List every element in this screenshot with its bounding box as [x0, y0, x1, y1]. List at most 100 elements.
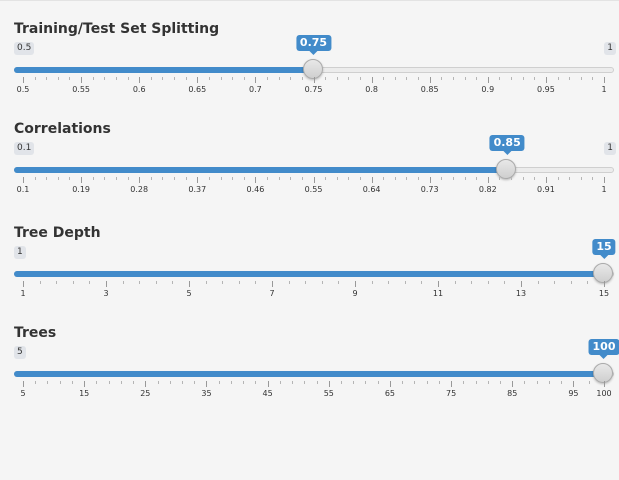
tick-label: 0.46 [246, 185, 265, 194]
minor-tick-mark [162, 177, 164, 180]
slider-fill-bar [14, 67, 314, 73]
minor-tick-mark [267, 177, 269, 180]
tick-mark [371, 177, 373, 183]
minor-tick-mark [150, 77, 152, 80]
minor-tick-mark [35, 381, 37, 384]
min-label: 5 [14, 346, 26, 359]
tick-label: 25 [140, 389, 151, 398]
minor-tick-mark [569, 77, 571, 80]
minor-tick-mark [359, 177, 361, 180]
minor-tick-mark [592, 177, 594, 180]
slider-handle[interactable] [593, 263, 613, 283]
minor-tick-mark [404, 281, 406, 284]
minor-tick-mark [511, 77, 513, 80]
tick-mark [106, 281, 107, 287]
tick-mark [23, 77, 24, 83]
minor-tick-mark [278, 77, 280, 80]
minor-tick-mark [46, 77, 48, 80]
minor-tick-mark [238, 281, 240, 284]
tick-mark [512, 381, 514, 387]
tick-mark [328, 381, 330, 387]
minor-tick-mark [232, 177, 234, 180]
minor-tick-mark [172, 281, 174, 284]
minor-tick-mark [290, 177, 292, 180]
tick-mark [371, 77, 373, 83]
max-label: 1 [604, 42, 616, 55]
minor-tick-mark [104, 77, 106, 80]
slider-fill-bar [14, 167, 508, 173]
slider-handle[interactable] [496, 159, 517, 179]
minor-tick-mark [122, 281, 124, 284]
tick-mark [573, 381, 575, 387]
minor-tick-mark [174, 177, 176, 180]
minor-tick-mark [476, 177, 478, 180]
minor-tick-mark [522, 177, 524, 180]
minor-tick-mark [441, 77, 443, 80]
max-label: 1 [604, 142, 616, 155]
slider-handle[interactable] [302, 59, 323, 79]
tick-mark [487, 77, 489, 83]
tick-mark [545, 177, 547, 183]
minor-tick-mark [471, 281, 473, 284]
tick-label: 0.65 [188, 85, 207, 94]
minor-tick-mark [185, 177, 187, 180]
minor-tick-mark [57, 77, 59, 80]
tick-mark [429, 177, 431, 183]
minor-tick-mark [321, 281, 323, 284]
minor-tick-mark [104, 177, 106, 180]
minor-tick-mark [377, 381, 379, 384]
minor-tick-mark [230, 381, 232, 384]
tick-label: 15 [79, 389, 90, 398]
minor-tick-mark [316, 381, 318, 384]
minor-tick-mark [34, 77, 36, 80]
minor-tick-mark [108, 381, 110, 384]
tick-mark [23, 381, 24, 387]
tick-mark [206, 381, 208, 387]
minor-tick-mark [534, 177, 536, 180]
minor-tick-mark [365, 381, 367, 384]
minor-tick-mark [194, 381, 196, 384]
tick-scale: 5 15 25 35 45 55 65 75 85 95 100 [0, 381, 619, 405]
minor-tick-mark [418, 77, 420, 80]
tick-label: 0.8 [365, 85, 378, 94]
tick-label: 11 [432, 289, 444, 298]
tick-mark [81, 77, 83, 83]
minor-tick-mark [305, 281, 307, 284]
minor-tick-mark [59, 381, 61, 384]
minor-tick-mark [115, 77, 117, 80]
minor-tick-mark [133, 381, 135, 384]
minor-tick-mark [499, 77, 501, 80]
slider-title: Training/Test Set Splitting [14, 21, 220, 37]
tick-label: 0.73 [420, 185, 439, 194]
tick-label: 9 [352, 289, 358, 298]
minor-tick-mark [69, 77, 71, 80]
tick-label: 0.55 [304, 185, 323, 194]
minor-tick-mark [255, 381, 257, 384]
tick-label: 13 [515, 289, 527, 298]
value-badge: 0.85 [489, 135, 525, 155]
tick-mark [313, 77, 315, 83]
tick-mark [438, 281, 439, 287]
tick-label: 0.64 [362, 185, 381, 194]
tick-label: 0.9 [481, 85, 495, 94]
tick-label: 95 [568, 389, 579, 398]
tick-mark [145, 381, 147, 387]
minor-tick-mark [359, 77, 361, 80]
tick-label: 15 [598, 289, 610, 298]
tick-label: 0.91 [536, 185, 555, 194]
minor-tick-mark [570, 281, 572, 284]
tick-mark [139, 77, 141, 83]
minor-tick-mark [388, 281, 390, 284]
minor-tick-mark [537, 281, 539, 284]
minor-tick-mark [534, 77, 536, 80]
minor-tick-mark [336, 177, 338, 180]
slider-fill-bar [14, 271, 604, 277]
minor-tick-mark [464, 177, 466, 180]
slider-handle[interactable] [593, 363, 613, 383]
minor-tick-mark [218, 381, 220, 384]
minor-tick-mark [522, 77, 524, 80]
minor-tick-mark [301, 77, 303, 80]
slider-title: Tree Depth [14, 225, 101, 241]
minor-tick-mark [290, 77, 292, 80]
tick-mark [139, 177, 141, 183]
